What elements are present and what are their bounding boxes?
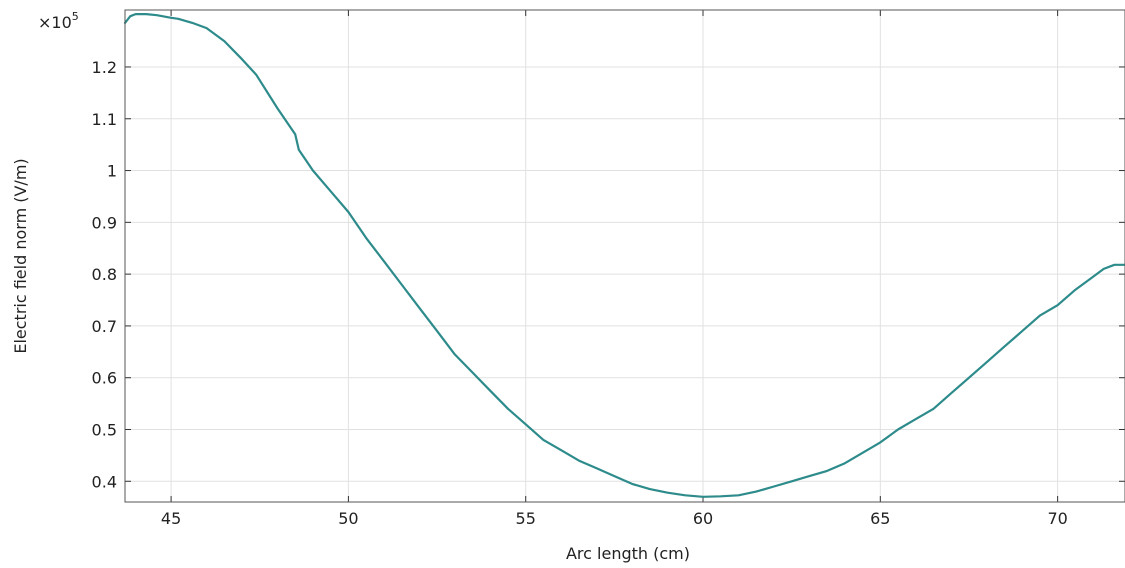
y-tick-label: 1.2 xyxy=(92,58,117,77)
x-axis-label: Arc length (cm) xyxy=(566,544,690,563)
y-tick-label: 0.7 xyxy=(92,317,117,336)
x-tick-label: 45 xyxy=(161,509,181,528)
y-multiplier-exponent: 5 xyxy=(72,10,79,23)
y-tick-label: 0.9 xyxy=(92,213,117,232)
x-tick-label: 60 xyxy=(693,509,713,528)
y-multiplier: ×105 xyxy=(38,10,79,32)
grid xyxy=(125,10,1125,502)
y-tick-label: 1.1 xyxy=(92,110,117,129)
y-tick-label: 0.6 xyxy=(92,369,117,388)
x-tick-labels: 45 50 55 60 65 70 xyxy=(161,509,1068,528)
y-tick-label: 1 xyxy=(107,162,117,181)
plot-background xyxy=(125,10,1125,502)
y-multiplier-base: ×10 xyxy=(38,13,72,32)
y-tick-labels: 0.4 0.5 0.6 0.7 0.8 0.9 1 1.1 1.2 xyxy=(92,58,117,491)
axis-ticks xyxy=(125,10,1125,502)
y-tick-label: 0.5 xyxy=(92,420,117,439)
y-tick-label: 0.8 xyxy=(92,265,117,284)
series-line xyxy=(123,13,1125,498)
y-tick-label: 0.4 xyxy=(92,472,117,491)
x-tick-label: 50 xyxy=(338,509,358,528)
x-tick-label: 70 xyxy=(1047,509,1067,528)
plot-frame xyxy=(124,9,1125,503)
x-tick-label: 55 xyxy=(516,509,536,528)
x-tick-label: 65 xyxy=(870,509,890,528)
y-axis-label: Electric field norm (V/m) xyxy=(11,158,30,353)
